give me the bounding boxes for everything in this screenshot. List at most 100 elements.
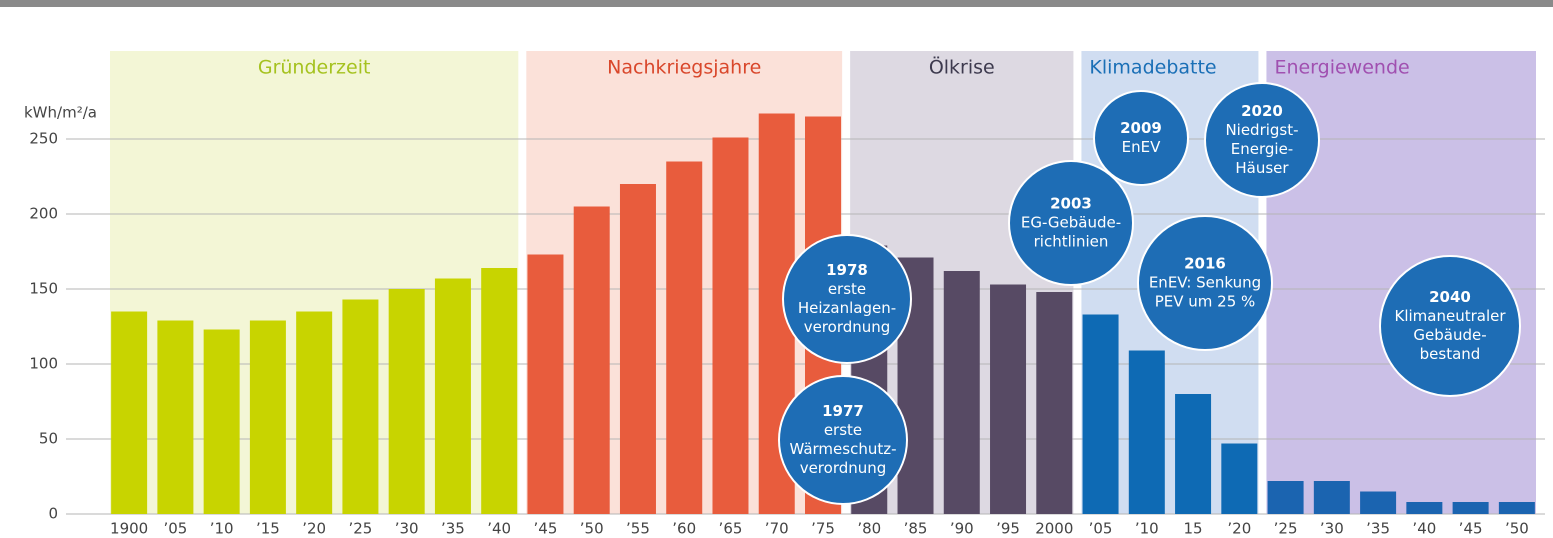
- bar: [527, 254, 564, 514]
- x-tick-label: ’85: [904, 520, 928, 538]
- x-tick-label: ’20: [302, 520, 326, 538]
- bar: [1406, 502, 1443, 514]
- annotation-text: bestand: [1420, 345, 1481, 363]
- annotation-text: verordnung: [804, 318, 891, 336]
- x-tick-label: ’55: [626, 520, 650, 538]
- bar: [388, 289, 425, 514]
- annotation-circle: [1093, 90, 1189, 186]
- annotation-circle: [1008, 160, 1134, 286]
- annotation-text: richtlinien: [1034, 233, 1109, 251]
- annotation-circle: [1137, 215, 1273, 351]
- x-tick-label: ’75: [811, 520, 835, 538]
- x-tick-label: ’60: [672, 520, 696, 538]
- annotation-text: 1978: [826, 261, 868, 279]
- annotation-text: Energie-: [1231, 140, 1293, 158]
- top-bar: [0, 0, 1553, 7]
- bar: [666, 161, 703, 514]
- y-tick-label: 200: [29, 205, 58, 223]
- annotation-text: 2040: [1429, 288, 1471, 306]
- annotation-text: 2009: [1120, 119, 1162, 137]
- x-tick-label: ’70: [765, 520, 789, 538]
- x-tick-label: ’45: [534, 520, 558, 538]
- x-tick-label: ’15: [256, 520, 280, 538]
- x-tick-label: ’80: [857, 520, 881, 538]
- bar: [481, 268, 518, 514]
- x-tick-label: ’45: [1459, 520, 1483, 538]
- bar: [1498, 502, 1535, 514]
- annotation-text: EG-Gebäude-: [1021, 214, 1121, 232]
- bar: [573, 206, 610, 514]
- bar: [434, 278, 471, 514]
- annotation-text: Gebäude-: [1413, 326, 1486, 344]
- x-tick-label: ’20: [1227, 520, 1251, 538]
- bar: [203, 329, 240, 514]
- bar: [712, 137, 749, 514]
- era-label: Nachkriegsjahre: [607, 57, 761, 79]
- annotation-circle: [778, 375, 908, 505]
- annotation-text: 1977: [822, 402, 864, 420]
- bar: [296, 311, 333, 514]
- annotation-circle: [1379, 255, 1521, 397]
- y-axis-label: kWh/m²/a: [24, 104, 97, 122]
- bar: [1360, 491, 1397, 514]
- annotation-text: EnEV: Senkung: [1149, 274, 1261, 292]
- x-tick-label: ’30: [395, 520, 419, 538]
- bar: [1452, 502, 1489, 514]
- annotation-text: 2020: [1241, 102, 1283, 120]
- annotation-text: EnEV: [1122, 138, 1161, 156]
- annotation-text: 2003: [1050, 195, 1092, 213]
- era-label: Gründerzeit: [258, 57, 371, 79]
- annotation-text: erste: [828, 280, 866, 298]
- era-label: Energiewende: [1274, 57, 1409, 79]
- annotation-text: 2016: [1184, 255, 1226, 273]
- x-tick-label: 2000: [1035, 520, 1073, 538]
- era-label: Ölkrise: [929, 56, 995, 79]
- x-tick-label: ’25: [1274, 520, 1298, 538]
- annotation-text: Heizanlagen-: [798, 299, 896, 317]
- x-tick-label: ’50: [580, 520, 604, 538]
- bar: [111, 311, 148, 514]
- bar: [1128, 350, 1165, 514]
- y-tick-label: 100: [29, 355, 58, 373]
- x-tick-label: ’65: [719, 520, 743, 538]
- bar: [1267, 481, 1304, 514]
- x-tick-label: 1900: [110, 520, 148, 538]
- annotation-text: erste: [824, 421, 862, 439]
- bar: [1221, 443, 1258, 514]
- bar: [1036, 292, 1073, 514]
- x-tick-label: ’30: [1320, 520, 1344, 538]
- annotation-text: Niedrigst-: [1225, 121, 1298, 139]
- bar: [157, 320, 194, 514]
- x-tick-label: ’10: [210, 520, 234, 538]
- y-tick-label: 250: [29, 130, 58, 148]
- annotation-text: Klimaneutraler: [1394, 307, 1506, 325]
- x-tick-label: ’95: [996, 520, 1020, 538]
- x-tick-label: ’40: [1412, 520, 1436, 538]
- annotation-circle: [1204, 82, 1320, 198]
- x-tick-label: ’35: [1366, 520, 1390, 538]
- x-tick-label: 15: [1184, 520, 1203, 538]
- bar: [943, 271, 980, 514]
- bar: [1082, 314, 1119, 514]
- bar: [342, 299, 379, 514]
- y-tick-label: 150: [29, 280, 58, 298]
- bar: [249, 320, 286, 514]
- bar: [1175, 394, 1212, 514]
- y-tick-label: 50: [39, 430, 58, 448]
- annotation-text: verordnung: [800, 459, 887, 477]
- x-tick-label: ’05: [163, 520, 187, 538]
- annotation-text: Wärmeschutz-: [789, 440, 896, 458]
- x-tick-label: ’50: [1505, 520, 1529, 538]
- annotation-text: Häuser: [1235, 159, 1289, 177]
- annotation-text: PEV um 25 %: [1155, 293, 1256, 311]
- x-tick-label: ’90: [950, 520, 974, 538]
- annotation-circle: [782, 234, 912, 364]
- bar: [619, 184, 656, 514]
